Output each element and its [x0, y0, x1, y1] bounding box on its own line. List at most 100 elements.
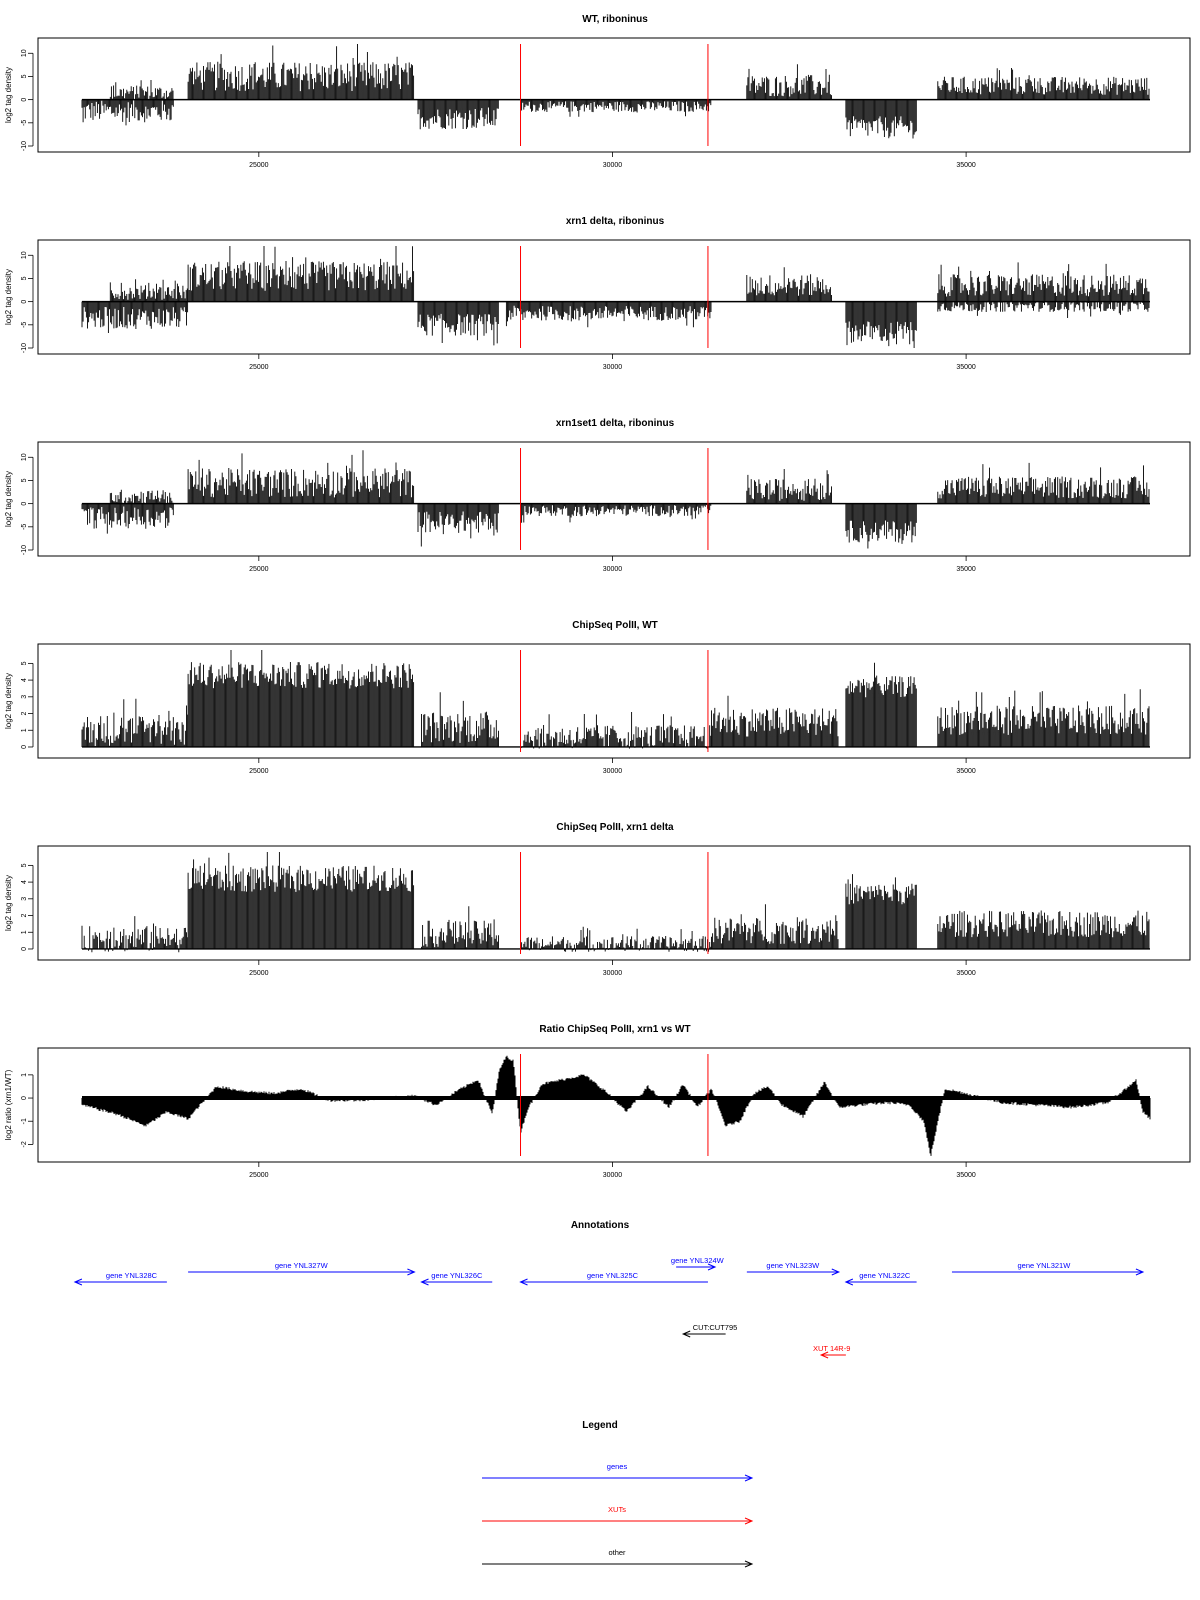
legend-arrowhead — [744, 1560, 754, 1568]
signal-bars — [746, 267, 832, 302]
plot-frame — [37, 239, 1191, 355]
signal-bars — [81, 503, 174, 534]
signal-bars — [845, 99, 917, 139]
panel-3: xrn1set1 delta, riboninus log2 tag densit… — [4, 418, 1191, 573]
strand-arrowhead — [681, 1330, 691, 1338]
y-tick-label: 5 — [21, 276, 28, 280]
legend-label: XUTs — [608, 1505, 626, 1514]
signal-bars — [845, 662, 917, 747]
panel-title: ChipSeq PolII, WT — [572, 620, 658, 631]
legend-arrowhead — [744, 1517, 754, 1525]
y-tick-label: 10 — [21, 49, 28, 57]
feature-label: gene YNL326C — [431, 1271, 483, 1280]
legend-arrowhead — [744, 1474, 754, 1482]
feature-label: gene YNL324W — [671, 1256, 725, 1265]
signal-bars — [417, 301, 499, 346]
y-tick-label: -10 — [21, 545, 28, 555]
y-tick-label: 0 — [21, 300, 28, 304]
x-tick-label: 30000 — [603, 364, 623, 371]
panel-4: ChipSeq PolII, WT log2 tag density 0 1 2 3 4 5 2… — [4, 620, 1191, 775]
strand-arrowhead — [1135, 1268, 1145, 1276]
y-tick-label: 10 — [21, 251, 28, 259]
x-tick-label: 25000 — [249, 566, 269, 573]
feature-gene: gene YNL323W — [746, 1261, 841, 1276]
y-tick-label: 10 — [21, 453, 28, 461]
signal-bars — [417, 99, 499, 130]
legend-title: Legend — [582, 1420, 618, 1431]
signal-bars — [520, 503, 712, 523]
feature-label: gene YNL328C — [106, 1271, 158, 1280]
plot-frame — [37, 441, 1191, 557]
panel-5: ChipSeq PolII, xrn1 delta log2 tag densit… — [4, 822, 1191, 977]
feature-label: CUT:CUT795 — [693, 1323, 738, 1332]
ratio-profile — [81, 1055, 1151, 1156]
panel-2: xrn1 delta, riboninus log2 tag density -10… — [4, 216, 1191, 371]
signal-bars — [81, 698, 189, 747]
strand-arrowhead — [407, 1268, 416, 1276]
signal-bars — [711, 695, 839, 747]
y-tick-label: -5 — [21, 322, 28, 328]
signal-bars — [187, 650, 415, 747]
signal-bars — [845, 874, 917, 949]
feature-gene: gene YNL324W — [671, 1256, 725, 1271]
y-tick-label: 5 — [21, 74, 28, 78]
annotations-title: Annotations — [571, 1220, 630, 1231]
signal-bars — [520, 712, 712, 749]
y-axis-label: log2 ratio (xrn1/WT) — [4, 1069, 13, 1140]
x-tick-label: 30000 — [603, 1172, 623, 1179]
x-tick-label: 25000 — [249, 364, 269, 371]
panel-1: WT, riboninus log2 tag density -10 -5 0 5 10 25… — [4, 14, 1191, 169]
signal-bars — [187, 246, 415, 302]
x-tick-label: 25000 — [249, 1172, 269, 1179]
y-tick-label: -10 — [21, 343, 28, 353]
feature-gene: gene YNL328C — [73, 1271, 167, 1286]
signal-bars — [187, 450, 415, 504]
y-tick-label: 0 — [21, 502, 28, 506]
panel-title: Ratio ChipSeq PolII, xrn1 vs WT — [539, 1024, 690, 1035]
panel-title: WT, riboninus — [582, 14, 648, 25]
x-tick-label: 30000 — [603, 768, 623, 775]
feature-gene: gene YNL325C — [519, 1271, 708, 1286]
feature-label: gene YNL325C — [587, 1271, 639, 1280]
y-tick-label: -2 — [21, 1141, 28, 1147]
plot-frame — [37, 37, 1191, 153]
annotation-track: Annotations gene YNL328C gene YNL327W gene… — [73, 1220, 1145, 1359]
signal-bars — [520, 99, 712, 117]
y-tick-label: 2 — [21, 913, 28, 917]
strand-arrowhead — [519, 1278, 528, 1286]
feature-gene: gene YNL322C — [844, 1271, 917, 1286]
feature-gene: gene YNL326C — [420, 1271, 493, 1286]
y-tick-label: -10 — [21, 141, 28, 151]
y-tick-label: 1 — [21, 728, 28, 732]
signal-series — [81, 650, 1150, 749]
y-tick-label: 0 — [21, 745, 28, 749]
y-tick-label: -5 — [21, 524, 28, 530]
y-axis-label: log2 tag density — [4, 875, 13, 931]
y-tick-label: 0 — [21, 947, 28, 951]
signal-bars — [81, 99, 174, 126]
signal-series — [81, 450, 1150, 549]
panel-title: xrn1 delta, riboninus — [566, 216, 665, 227]
signal-bars — [711, 904, 839, 949]
y-tick-label: 2 — [21, 711, 28, 715]
x-tick-label: 35000 — [956, 1172, 976, 1179]
x-tick-label: 30000 — [603, 970, 623, 977]
y-axis-label: log2 tag density — [4, 673, 13, 729]
x-tick-label: 35000 — [956, 970, 976, 977]
legend-item-other: other — [482, 1548, 754, 1568]
legend-label: other — [608, 1548, 626, 1557]
signal-bars — [421, 692, 499, 747]
signal-bars — [746, 469, 832, 504]
panel-title: xrn1set1 delta, riboninus — [556, 418, 675, 429]
signal-bars — [109, 279, 188, 302]
strand-arrowhead — [819, 1351, 829, 1359]
x-tick-label: 35000 — [956, 162, 976, 169]
x-tick-label: 25000 — [249, 768, 269, 775]
signal-bars — [81, 301, 189, 333]
signal-bars — [937, 689, 1150, 747]
y-tick-label: 0 — [21, 98, 28, 102]
legend-label: genes — [607, 1462, 628, 1471]
feature-gene: gene YNL327W — [188, 1261, 416, 1276]
